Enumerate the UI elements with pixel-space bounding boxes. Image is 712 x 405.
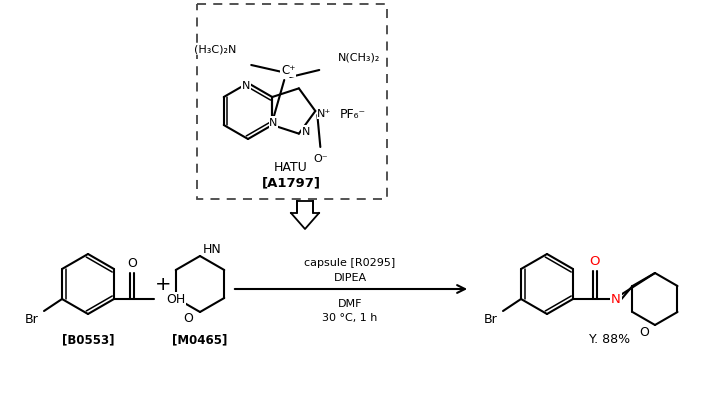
- Text: N: N: [242, 81, 250, 91]
- Text: DIPEA: DIPEA: [333, 272, 367, 282]
- Text: capsule [R0295]: capsule [R0295]: [304, 257, 396, 267]
- Text: DMF: DMF: [337, 298, 362, 308]
- Text: N: N: [302, 126, 310, 136]
- Text: O: O: [127, 257, 137, 270]
- Text: [A1797]: [A1797]: [261, 176, 320, 189]
- Text: N(CH₃)₂: N(CH₃)₂: [338, 53, 380, 63]
- Text: [M0465]: [M0465]: [172, 333, 228, 345]
- Text: C⁺: C⁺: [281, 64, 295, 77]
- Text: Br: Br: [25, 313, 39, 326]
- Text: +: +: [155, 275, 172, 294]
- Text: [B0553]: [B0553]: [62, 333, 114, 345]
- Text: HATU: HATU: [274, 161, 308, 174]
- FancyBboxPatch shape: [197, 5, 387, 200]
- Text: O: O: [183, 312, 193, 325]
- Text: OH: OH: [166, 293, 185, 306]
- Text: O: O: [590, 255, 600, 268]
- Text: Y. 88%: Y. 88%: [590, 333, 631, 345]
- Text: O⁻: O⁻: [313, 153, 328, 164]
- Text: O: O: [639, 325, 649, 338]
- Text: (H₃C)₂N: (H₃C)₂N: [194, 45, 236, 55]
- Text: HN: HN: [203, 243, 221, 256]
- Text: N⁺: N⁺: [318, 109, 332, 119]
- Text: Br: Br: [484, 313, 498, 326]
- Text: PF₆⁻: PF₆⁻: [340, 108, 366, 121]
- Text: N: N: [611, 293, 621, 306]
- Text: 30 °C, 1 h: 30 °C, 1 h: [323, 312, 377, 322]
- Text: N: N: [269, 118, 278, 128]
